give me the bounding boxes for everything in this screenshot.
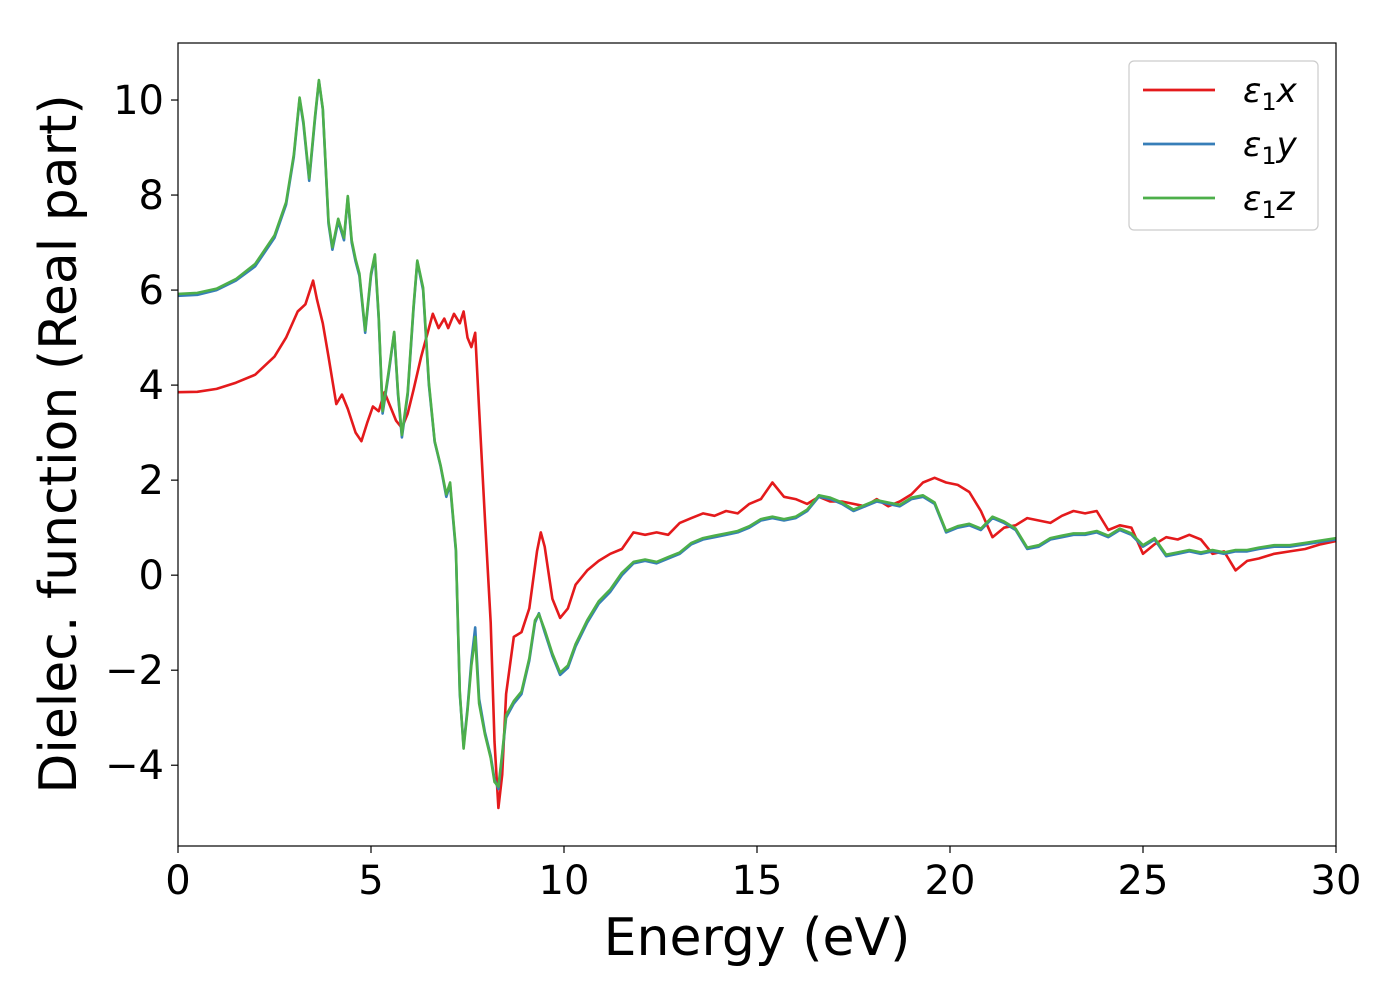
- legend-label-y: ε1y: [1243, 125, 1298, 170]
- x-tick-label: 25: [1118, 858, 1169, 904]
- y-tick-label: 0: [139, 553, 164, 599]
- x-tick-label: 15: [732, 858, 783, 904]
- y-tick-label: 6: [139, 268, 164, 314]
- y-tick-label: 8: [139, 173, 164, 219]
- x-tick-label: 30: [1311, 858, 1362, 904]
- y-axis: −4 −2 0 2 4 6 8 10: [105, 78, 178, 789]
- legend-label-z: ε1z: [1243, 179, 1296, 224]
- y-tick-label: 4: [139, 363, 164, 409]
- series-line-z: [178, 78, 1336, 788]
- legend-box: [1128, 60, 1319, 231]
- legend-label-x: ε1x: [1243, 71, 1298, 116]
- y-axis-title: Dielec. function (Real part): [29, 94, 89, 793]
- x-tick-label: 10: [539, 858, 590, 904]
- x-axis-title: Energy (eV): [604, 908, 911, 968]
- series-layer: [178, 78, 1336, 810]
- y-tick-label: 10: [113, 78, 164, 124]
- x-axis: 0 5 10 15 20 25 30: [165, 846, 1361, 904]
- y-tick-label: 2: [139, 458, 164, 504]
- series-line-x: [178, 279, 1336, 810]
- x-tick-label: 20: [925, 858, 976, 904]
- y-tick-label: −4: [105, 743, 164, 789]
- y-tick-label: −2: [105, 648, 164, 694]
- legend: ε1x ε1y ε1z: [1128, 60, 1319, 231]
- x-tick-label: 0: [165, 858, 190, 904]
- x-tick-label: 5: [358, 858, 383, 904]
